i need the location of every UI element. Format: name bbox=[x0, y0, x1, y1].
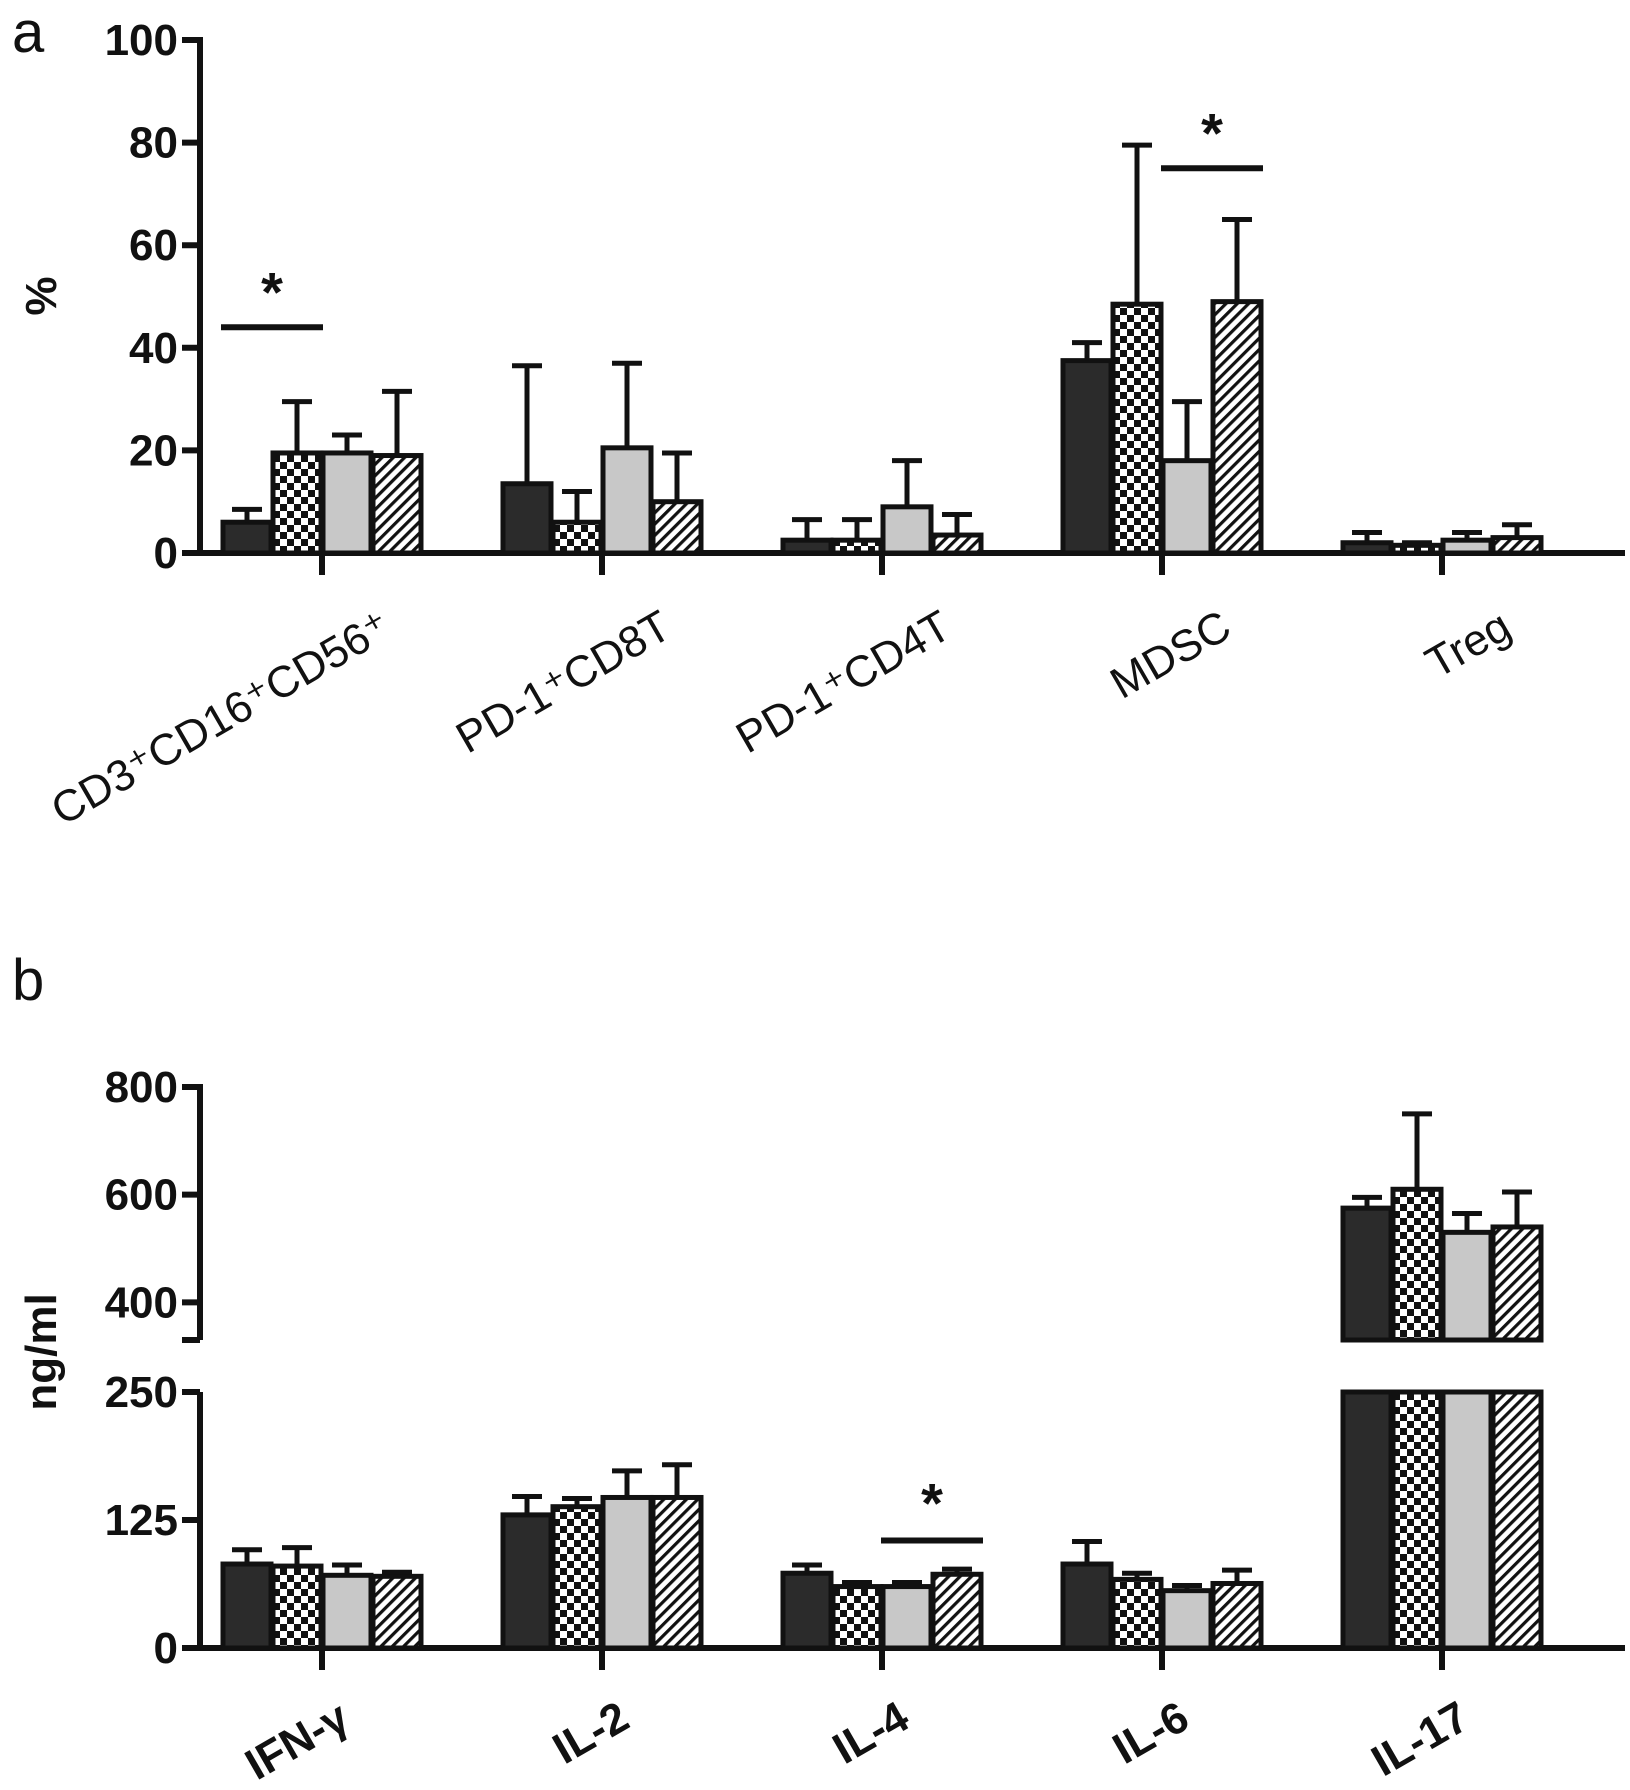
bar bbox=[780, 537, 834, 556]
panel-b-significance: * bbox=[881, 1471, 983, 1544]
x-category-label: PD-1⁺CD8T bbox=[448, 601, 679, 763]
y-axis-title: ng/ml bbox=[17, 1293, 66, 1410]
bar bbox=[1390, 542, 1444, 556]
y-tick-label: 600 bbox=[105, 1171, 178, 1220]
bar bbox=[1110, 1576, 1164, 1651]
bar bbox=[1110, 301, 1164, 556]
bar bbox=[930, 1571, 984, 1651]
panel-a-significance: ** bbox=[221, 101, 1263, 331]
bar-lower-segment bbox=[1340, 1389, 1394, 1651]
bar-lower-segment bbox=[1390, 1389, 1444, 1651]
panel-a-letter: a bbox=[12, 0, 45, 65]
bar bbox=[1160, 1588, 1214, 1651]
bar-lower-segment bbox=[1440, 1389, 1494, 1651]
y-tick-label: 40 bbox=[129, 324, 178, 373]
y-tick-label: 800 bbox=[105, 1063, 178, 1112]
bar bbox=[880, 504, 934, 556]
bar bbox=[320, 450, 374, 556]
y-tick-label: 60 bbox=[129, 221, 178, 270]
x-category-label: IL-17 bbox=[1364, 1692, 1477, 1786]
bar bbox=[830, 1584, 884, 1651]
bar bbox=[1210, 1580, 1264, 1651]
bar bbox=[1490, 535, 1544, 556]
bar-upper-segment bbox=[1340, 1205, 1394, 1343]
bar bbox=[370, 453, 424, 556]
x-category-label: CD3⁺CD16⁺CD56⁺ bbox=[43, 601, 399, 835]
bar bbox=[600, 445, 654, 556]
bar bbox=[270, 450, 324, 556]
bar bbox=[1060, 1561, 1114, 1651]
x-category-label: MDSC bbox=[1102, 601, 1239, 708]
bar bbox=[370, 1573, 424, 1651]
bar bbox=[270, 1563, 324, 1651]
bar bbox=[1160, 458, 1214, 556]
y-tick-label: 20 bbox=[129, 426, 178, 475]
bar bbox=[320, 1572, 374, 1651]
x-category-label: PD-1⁺CD4T bbox=[728, 601, 959, 763]
x-category-label: IL-6 bbox=[1105, 1692, 1197, 1774]
bar bbox=[500, 1512, 554, 1651]
bar bbox=[500, 481, 554, 556]
bar bbox=[880, 1584, 934, 1651]
bar bbox=[650, 1494, 704, 1651]
bar bbox=[830, 537, 884, 556]
bar bbox=[1440, 537, 1494, 556]
panel-b-labels: 400 600 800 0 125 250 ng/ml IFN-γ IL-2 IL-4 IL-6 IL… bbox=[17, 1063, 1477, 1790]
bar bbox=[550, 1504, 604, 1651]
y-tick-label: 100 bbox=[105, 16, 178, 65]
bar-upper-segment bbox=[1490, 1224, 1544, 1343]
y-tick-label: 250 bbox=[105, 1368, 178, 1417]
axis-break-gap bbox=[204, 1343, 1629, 1389]
y-axis-title: % bbox=[17, 276, 66, 315]
x-category-label: IL-4 bbox=[825, 1692, 918, 1774]
panel-b-bars bbox=[204, 1111, 1629, 1651]
x-category-label: IL-2 bbox=[545, 1692, 637, 1774]
bar bbox=[1060, 358, 1114, 556]
bar bbox=[220, 1561, 274, 1651]
panel-a-bars bbox=[220, 142, 1544, 556]
x-category-label: IFN-γ bbox=[237, 1692, 357, 1790]
panel-a-labels: 0 20 40 60 80 100% CD3⁺CD16⁺CD56⁺ PD-1⁺CD8T PD-1… bbox=[17, 16, 1519, 835]
bar-upper-segment bbox=[1440, 1229, 1494, 1343]
x-category-label: Treg bbox=[1418, 601, 1519, 688]
bar bbox=[930, 532, 984, 556]
bar-upper-segment bbox=[1390, 1186, 1444, 1343]
panel-b-chart: b * 400 600 800 0 125 250 ng/ml IFN-γ IL-2 IL-4 IL… bbox=[12, 948, 1629, 1790]
significance-star: * bbox=[261, 260, 283, 323]
bar bbox=[650, 499, 704, 556]
y-tick-label: 80 bbox=[129, 119, 178, 168]
significance-star: * bbox=[1201, 101, 1223, 164]
bar bbox=[1210, 299, 1264, 556]
y-tick-label: 0 bbox=[154, 529, 178, 578]
y-tick-label: 125 bbox=[105, 1496, 178, 1545]
y-tick-label: 0 bbox=[154, 1624, 178, 1673]
panel-b-letter: b bbox=[12, 948, 44, 1013]
bar bbox=[550, 519, 604, 556]
bar bbox=[220, 519, 274, 556]
significance-star: * bbox=[921, 1471, 943, 1534]
bar-lower-segment bbox=[1490, 1389, 1544, 1651]
bar bbox=[1340, 540, 1394, 556]
bar bbox=[600, 1494, 654, 1651]
y-tick-label: 400 bbox=[105, 1278, 178, 1327]
bar bbox=[780, 1570, 834, 1651]
